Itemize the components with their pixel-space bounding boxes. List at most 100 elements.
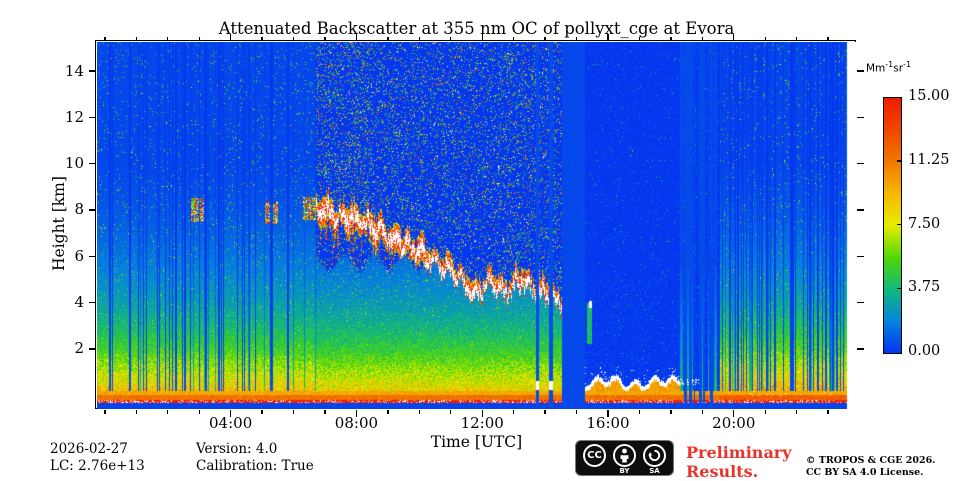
colorbar-unit-label: Mm-1sr-1 xyxy=(866,60,912,75)
axis-tick xyxy=(292,36,295,41)
axis-tick xyxy=(229,33,232,41)
x-tick-label: 20:00 xyxy=(712,414,756,432)
axis-tick xyxy=(481,409,483,417)
plot-title: Attenuated Backscatter at 355 nm OC of p… xyxy=(218,19,735,38)
axis-tick xyxy=(88,255,96,257)
axis-tick xyxy=(198,409,200,414)
axis-tick xyxy=(670,36,672,41)
heatmap-canvas xyxy=(97,42,856,409)
axis-tick xyxy=(418,409,421,414)
axis-tick xyxy=(827,409,829,414)
axis-tick xyxy=(88,301,96,304)
axis-tick xyxy=(88,116,96,119)
axis-tick xyxy=(512,36,515,41)
axis-tick xyxy=(88,209,96,211)
axis-tick xyxy=(135,409,137,414)
date-label: 2026-02-27 xyxy=(50,441,128,457)
axis-tick xyxy=(544,36,546,41)
preliminary-results-note: Preliminary Results. xyxy=(686,443,792,481)
axis-tick xyxy=(701,36,704,41)
axis-tick xyxy=(418,36,421,41)
version-annotation: Version: 4.0 Calibration: True xyxy=(196,441,314,474)
axis-tick xyxy=(324,409,326,414)
axis-tick xyxy=(135,36,137,41)
x-tick-label: 04:00 xyxy=(209,414,253,432)
x-tick-label: 12:00 xyxy=(460,414,504,432)
axis-tick xyxy=(670,409,672,414)
attribution-person-icon xyxy=(613,444,636,467)
share-alike-arrow-icon xyxy=(643,444,666,467)
axis-tick xyxy=(355,33,358,41)
axis-tick xyxy=(638,409,641,414)
colorbar xyxy=(883,97,902,354)
colorbar-tick-label: 11.25 xyxy=(908,151,950,168)
cc-icon: CC xyxy=(583,444,606,467)
axis-tick xyxy=(167,409,169,414)
colorbar-tick-label: 3.75 xyxy=(908,279,941,296)
axis-tick xyxy=(764,36,766,41)
by-label: BY xyxy=(619,467,630,475)
axis-tick xyxy=(324,36,326,41)
axis-tick xyxy=(104,36,106,41)
axis-tick xyxy=(88,348,96,350)
axis-tick xyxy=(261,36,263,41)
axis-tick xyxy=(481,33,483,41)
axis-tick xyxy=(575,409,578,414)
axis-tick xyxy=(856,209,864,211)
axis-tick xyxy=(88,163,96,165)
axis-tick xyxy=(733,409,735,417)
axis-tick xyxy=(229,409,232,417)
sa-label: SA xyxy=(649,467,660,475)
x-axis-label: Time [UTC] xyxy=(430,433,523,451)
axis-tick xyxy=(856,301,864,304)
axis-tick xyxy=(795,409,798,414)
y-tick-label: 12 xyxy=(64,107,84,126)
axis-tick xyxy=(88,70,96,72)
x-tick-label: 16:00 xyxy=(586,414,630,432)
colorbar-tick-label: 7.50 xyxy=(908,215,941,232)
copyright-line1: © TROPOS & CGE 2026. xyxy=(806,455,936,466)
axis-tick xyxy=(575,36,578,41)
axis-tick xyxy=(355,409,358,417)
colorbar-tick xyxy=(897,287,902,290)
axis-tick xyxy=(764,409,766,414)
cc-by: BY xyxy=(613,444,636,475)
axis-tick xyxy=(701,409,704,414)
axis-tick xyxy=(387,36,389,41)
copyright-line2: CC BY SA 4.0 License. xyxy=(806,466,924,478)
y-tick-label: 6 xyxy=(74,246,84,265)
axis-tick xyxy=(795,36,798,41)
axis-tick xyxy=(733,33,735,41)
axis-tick xyxy=(638,36,641,41)
cc-logo: CC xyxy=(583,444,606,467)
axis-tick xyxy=(856,163,864,165)
axis-tick xyxy=(607,409,609,417)
calibration-label: Calibration: True xyxy=(196,457,314,474)
colorbar-tick xyxy=(897,160,902,162)
axis-tick xyxy=(104,409,106,414)
axis-tick xyxy=(544,409,546,414)
y-tick-label: 10 xyxy=(64,154,84,173)
axis-tick xyxy=(856,348,864,350)
axis-tick xyxy=(856,70,864,72)
axis-tick xyxy=(292,409,295,414)
y-tick-label: 8 xyxy=(74,200,84,219)
colorbar-tick-label: 0.00 xyxy=(908,343,941,359)
axis-tick xyxy=(261,409,263,414)
axis-tick xyxy=(387,409,389,414)
x-tick-label: 08:00 xyxy=(334,414,379,432)
axis-tick xyxy=(607,33,609,41)
axis-tick xyxy=(856,116,864,119)
copyright-note: © TROPOS & CGE 2026. CC BY SA 4.0 Licens… xyxy=(806,455,936,478)
axis-tick xyxy=(198,36,200,41)
date-and-lc-annotation: 2026-02-27 LC: 2.76e+13 xyxy=(50,441,145,474)
cc-sa: SA xyxy=(643,444,666,475)
version-label: Version: 4.0 xyxy=(196,441,278,457)
colorbar-tick-label: 15.00 xyxy=(908,88,950,104)
y-tick-label: 2 xyxy=(74,339,84,358)
lidar-constant-label: LC: 2.76e+13 xyxy=(50,457,145,474)
axis-tick xyxy=(450,36,452,41)
axis-tick xyxy=(167,36,169,41)
y-tick-label: 14 xyxy=(64,61,84,80)
axis-tick xyxy=(827,36,829,41)
